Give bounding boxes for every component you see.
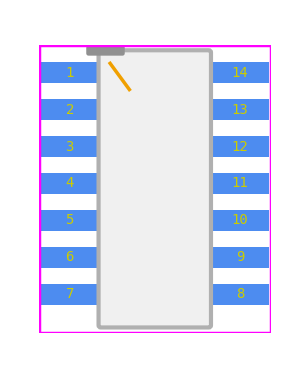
Bar	[98, 53, 107, 325]
Bar	[211, 210, 269, 231]
Text: 5: 5	[66, 214, 74, 227]
Bar	[211, 136, 269, 157]
Bar	[41, 246, 98, 268]
Text: 9: 9	[236, 251, 244, 264]
Bar	[211, 173, 269, 194]
Bar	[41, 210, 98, 231]
Text: 7: 7	[66, 287, 74, 301]
Bar	[211, 246, 269, 268]
Text: 4: 4	[66, 177, 74, 190]
Bar	[41, 283, 98, 305]
Bar	[41, 173, 98, 194]
Text: 10: 10	[232, 214, 248, 227]
Text: 14: 14	[232, 65, 248, 80]
Bar	[41, 62, 98, 83]
Text: 6: 6	[66, 251, 74, 264]
FancyBboxPatch shape	[86, 46, 125, 56]
Text: 2: 2	[66, 102, 74, 117]
Bar	[41, 99, 98, 120]
Bar	[211, 99, 269, 120]
Bar	[203, 53, 211, 325]
Text: 11: 11	[232, 177, 248, 190]
Bar	[41, 136, 98, 157]
Text: 13: 13	[232, 102, 248, 117]
Text: 1: 1	[66, 65, 74, 80]
Text: 8: 8	[236, 287, 244, 301]
Text: 12: 12	[232, 140, 248, 153]
Bar	[211, 62, 269, 83]
FancyBboxPatch shape	[98, 50, 211, 328]
Bar	[211, 283, 269, 305]
Text: 3: 3	[66, 140, 74, 153]
